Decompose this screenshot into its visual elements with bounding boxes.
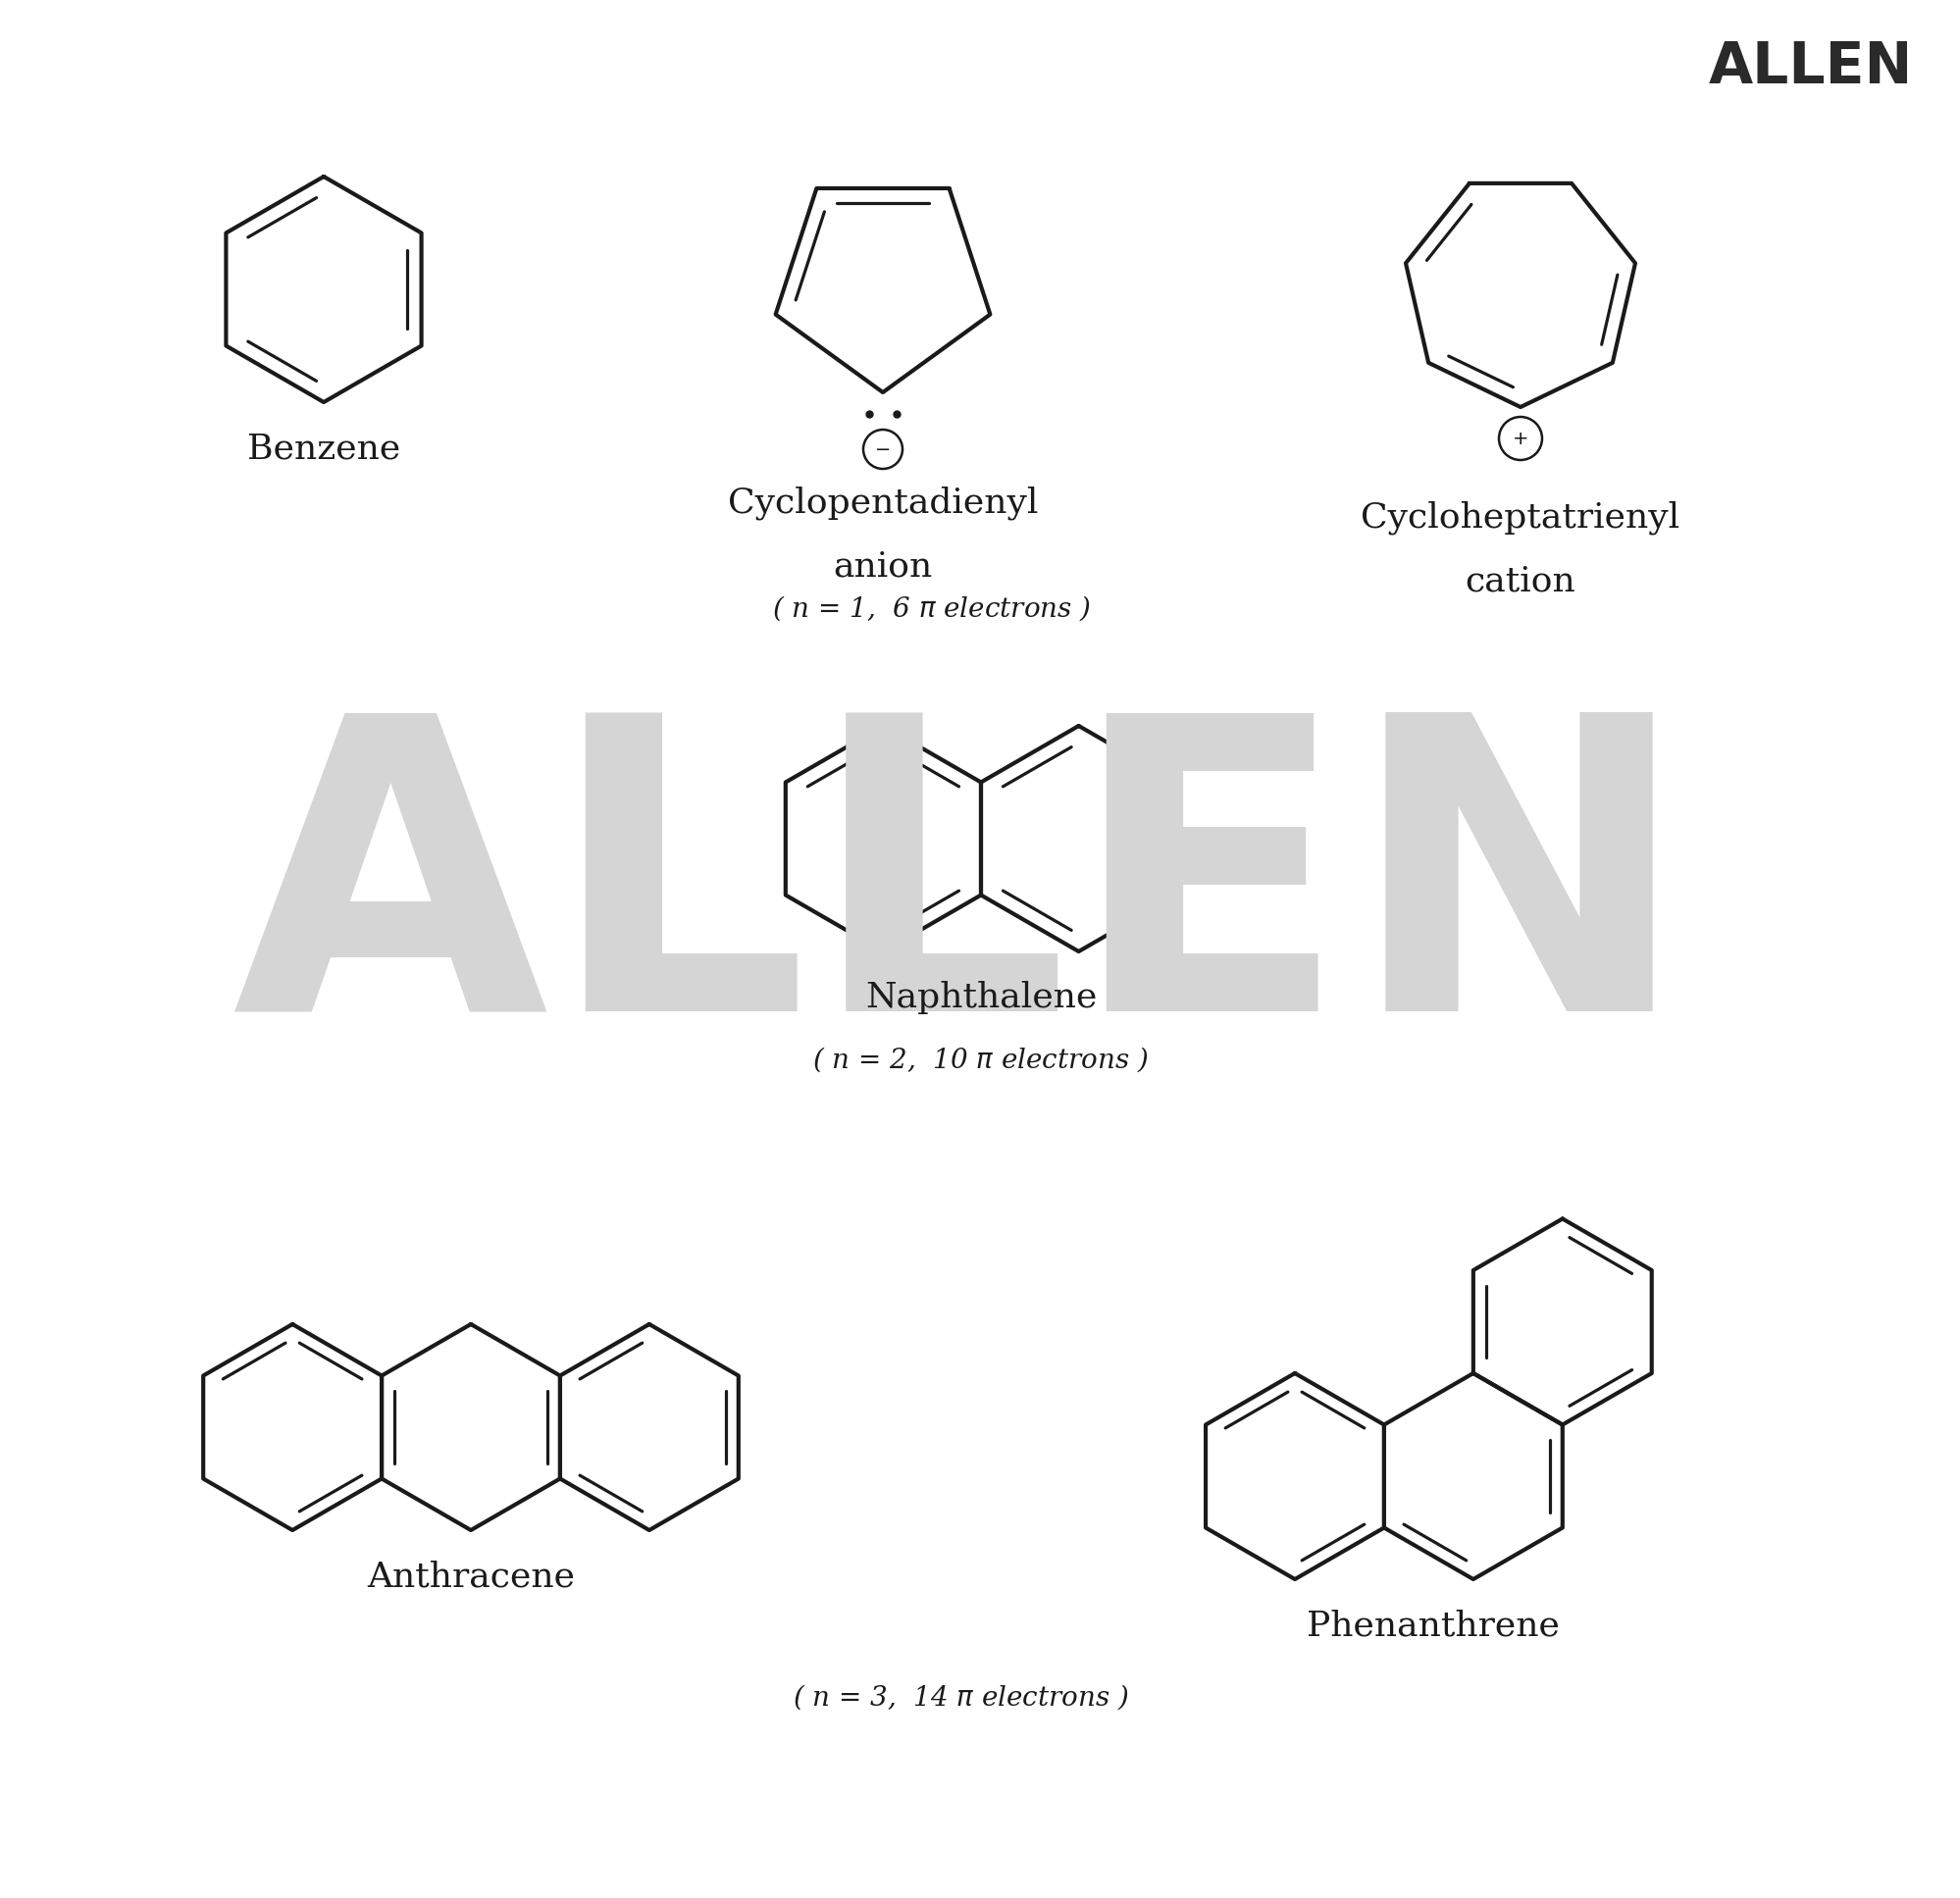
Text: Anthracene: Anthracene bbox=[367, 1560, 574, 1592]
Text: ALLEN: ALLEN bbox=[1707, 40, 1911, 95]
Text: ( n = 1,  6 $\pi$ electrons ): ( n = 1, 6 $\pi$ electrons ) bbox=[772, 594, 1092, 623]
Text: Naphthalene: Naphthalene bbox=[864, 981, 1096, 1014]
Text: Phenanthrene: Phenanthrene bbox=[1305, 1610, 1558, 1642]
Text: ALLEN: ALLEN bbox=[231, 698, 1690, 1095]
Text: −: − bbox=[874, 440, 890, 459]
Text: Benzene: Benzene bbox=[247, 431, 400, 465]
Text: ( n = 3,  14 $\pi$ electrons ): ( n = 3, 14 $\pi$ electrons ) bbox=[792, 1682, 1129, 1712]
Text: ( n = 2,  10 $\pi$ electrons ): ( n = 2, 10 $\pi$ electrons ) bbox=[811, 1044, 1149, 1074]
Text: Cyclopentadienyl: Cyclopentadienyl bbox=[727, 486, 1037, 520]
Text: cation: cation bbox=[1464, 564, 1576, 598]
Text: Cycloheptatrienyl: Cycloheptatrienyl bbox=[1360, 501, 1680, 533]
Text: anion: anion bbox=[833, 549, 933, 583]
Text: +: + bbox=[1511, 429, 1529, 448]
